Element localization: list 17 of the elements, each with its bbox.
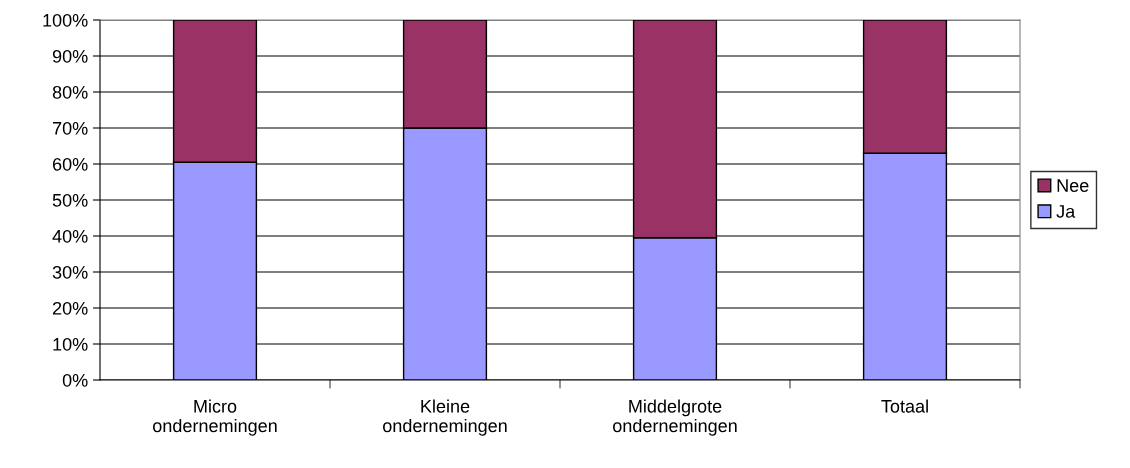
legend-label: Nee: [1057, 179, 1089, 192]
y-tick-label: 10%: [53, 337, 88, 351]
y-tick-label: 90%: [52, 49, 88, 63]
legend-label: Ja: [1056, 205, 1076, 218]
x-tick-label: Kleine ondernemingen: [383, 399, 507, 436]
x-tick-label: Middelgrote ondernemingen: [613, 399, 737, 436]
x-tick-label: Micro ondernemingen: [153, 399, 277, 436]
y-tick-label: 0%: [62, 373, 88, 387]
y-tick-label: 70%: [52, 121, 88, 135]
y-tick-label: 100%: [43, 13, 88, 27]
y-tick-label: 30%: [52, 265, 88, 279]
y-tick-label: 80%: [52, 85, 88, 99]
y-tick-label: 40%: [52, 229, 88, 243]
y-tick-label: 60%: [52, 157, 88, 171]
y-tick-label: 20%: [52, 301, 88, 315]
y-tick-label: 50%: [52, 193, 88, 207]
x-tick-label: Totaal: [881, 399, 928, 413]
